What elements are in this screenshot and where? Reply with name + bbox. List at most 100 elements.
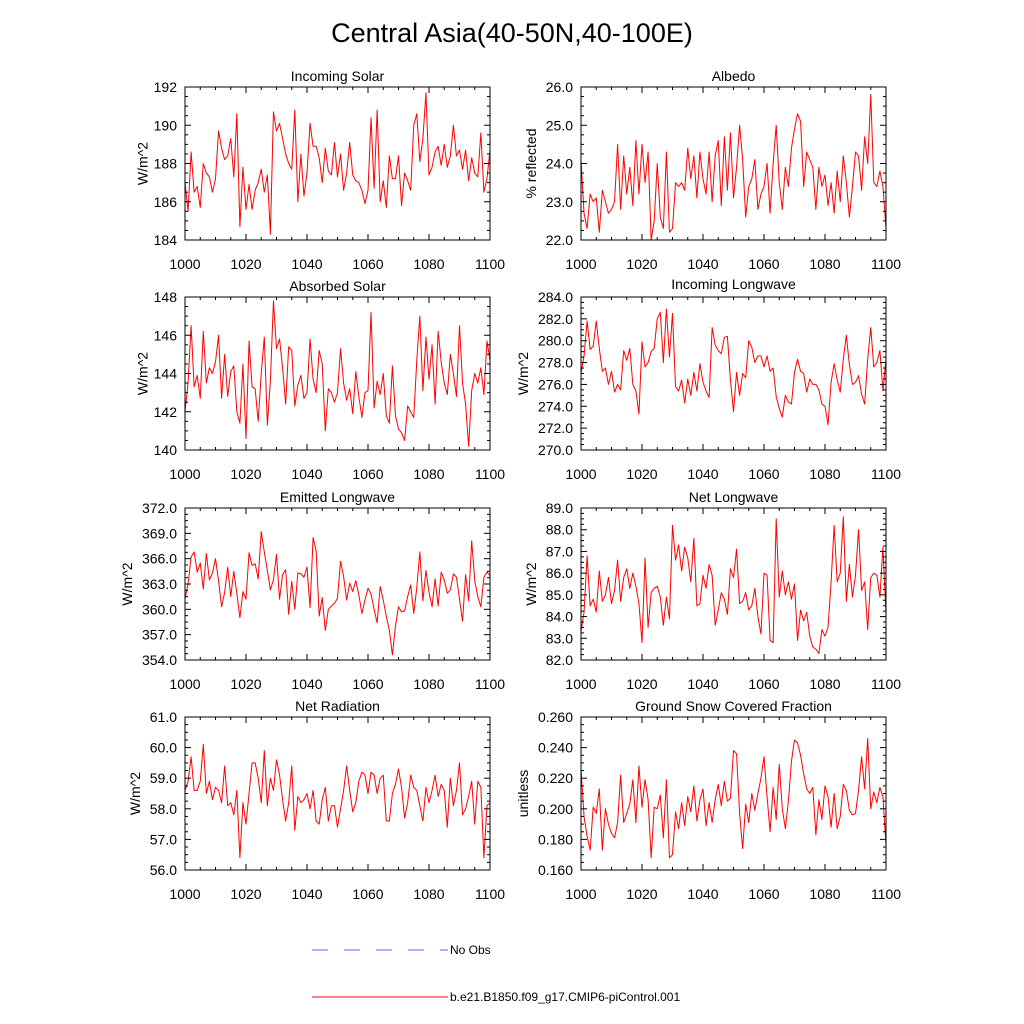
series-line-albedo: [580, 94, 887, 241]
x-tick-label: 1060: [748, 466, 779, 482]
x-tick-label: 1040: [291, 466, 322, 482]
y-tick-label: 0.260: [538, 709, 573, 725]
y-tick-label: 60.0: [150, 740, 177, 756]
plot-frame-incoming-longwave: [580, 296, 887, 451]
y-axis-label: W/m^2: [515, 352, 531, 395]
y-tick-label: 0.200: [538, 801, 573, 817]
figure-title: Central Asia(40-50N,40-100E): [331, 18, 693, 48]
panel-title-absorbed-solar: Absorbed Solar: [289, 278, 386, 294]
x-tick-label: 1080: [413, 256, 444, 272]
y-tick-label: 369.0: [142, 525, 177, 541]
y-tick-label: 144: [154, 366, 178, 382]
y-tick-label: 363.0: [142, 576, 177, 592]
plot-frame-incoming-solar: [184, 86, 491, 241]
x-tick-label: 1020: [230, 256, 261, 272]
x-tick-label: 1080: [413, 886, 444, 902]
legend: No Obs b.e21.B1850.f09_g17.CMIP6-piContr…: [312, 943, 680, 1004]
panel-title-ground-snow-covered-fraction: Ground Snow Covered Fraction: [635, 698, 832, 714]
y-tick-label: 22.0: [546, 232, 573, 248]
y-tick-label: 272.0: [538, 420, 573, 436]
panel-net-longwave: Net Longwave 1000 1020 1040 1060 1080 1100 82.0…: [523, 489, 901, 692]
x-tick-label: 1040: [687, 466, 718, 482]
legend-label-no-obs: No Obs: [450, 943, 491, 957]
x-tick-label: 1020: [626, 256, 657, 272]
panel-title-net-radiation: Net Radiation: [295, 698, 380, 714]
panel-title-incoming-longwave: Incoming Longwave: [671, 276, 796, 292]
x-tick-label: 1100: [871, 676, 901, 692]
y-tick-label: 0.160: [538, 862, 573, 878]
panel-title-emitted-longwave: Emitted Longwave: [280, 489, 395, 505]
y-tick-label: 282.0: [538, 311, 573, 327]
x-tick-label: 1080: [413, 466, 444, 482]
y-tick-label: 366.0: [142, 551, 177, 567]
y-tick-label: 188: [154, 156, 178, 172]
series-line-incoming-solar: [184, 92, 491, 235]
x-tick-label: 1040: [687, 886, 718, 902]
y-tick-label: 0.220: [538, 770, 573, 786]
plot-frame-emitted-longwave: [184, 507, 491, 661]
y-axis-label: unitless: [515, 770, 531, 817]
x-tick-label: 1000: [169, 466, 200, 482]
series-line-incoming-longwave: [580, 308, 887, 426]
x-tick-label: 1100: [871, 466, 901, 482]
x-tick-label: 1020: [626, 466, 657, 482]
x-tick-label: 1020: [626, 886, 657, 902]
y-tick-label: 284.0: [538, 289, 573, 305]
x-tick-label: 1100: [475, 676, 505, 692]
x-tick-label: 1040: [687, 676, 718, 692]
y-tick-label: 142: [154, 404, 178, 420]
y-tick-label: 61.0: [150, 709, 177, 725]
x-tick-label: 1100: [871, 256, 901, 272]
y-tick-label: 354.0: [142, 652, 177, 668]
y-tick-label: 58.0: [150, 801, 177, 817]
y-tick-label: 23.0: [546, 194, 573, 210]
x-tick-label: 1020: [626, 676, 657, 692]
plot-frame-albedo: [580, 86, 887, 241]
y-tick-label: 85.0: [546, 587, 573, 603]
x-tick-label: 1100: [475, 466, 505, 482]
y-tick-label: 192: [154, 79, 178, 95]
x-tick-label: 1080: [413, 676, 444, 692]
y-axis-label: % reflected: [523, 128, 539, 198]
y-tick-label: 140: [154, 442, 178, 458]
x-tick-label: 1000: [169, 256, 200, 272]
panel-emitted-longwave: Emitted Longwave 1000 1020 1040 1060 1080 1100…: [119, 489, 505, 692]
y-axis-label: W/m^2: [135, 142, 151, 185]
y-tick-label: 24.0: [546, 156, 573, 172]
series-line-absorbed-solar: [184, 300, 491, 447]
x-tick-label: 1100: [475, 886, 505, 902]
x-tick-label: 1080: [809, 256, 840, 272]
y-tick-label: 26.0: [546, 79, 573, 95]
y-tick-label: 184: [154, 232, 178, 248]
panel-title-incoming-solar: Incoming Solar: [291, 68, 385, 84]
y-axis-label: W/m^2: [127, 772, 143, 815]
panel-title-albedo: Albedo: [712, 68, 756, 84]
x-tick-label: 1080: [809, 676, 840, 692]
plot-frame-ground-snow-covered-fraction: [580, 716, 887, 871]
y-tick-label: 25.0: [546, 117, 573, 133]
x-tick-label: 1020: [230, 466, 261, 482]
y-tick-label: 274.0: [538, 398, 573, 414]
series-line-ground-snow-covered-fraction: [580, 737, 887, 859]
y-tick-label: 86.0: [546, 565, 573, 581]
y-tick-label: 82.0: [546, 652, 573, 668]
panels: Incoming Solar 1000 1020 1040 1060 1080 1100 18…: [119, 68, 901, 902]
x-tick-label: 1000: [565, 886, 596, 902]
y-tick-label: 190: [154, 117, 178, 133]
y-tick-label: 89.0: [546, 500, 573, 516]
x-tick-label: 1060: [748, 886, 779, 902]
y-axis-label: W/m^2: [135, 352, 151, 395]
x-tick-label: 1100: [871, 886, 901, 902]
y-tick-label: 186: [154, 194, 178, 210]
panel-incoming-solar: Incoming Solar 1000 1020 1040 1060 1080 1100 18…: [135, 68, 506, 272]
x-tick-label: 1020: [230, 886, 261, 902]
y-tick-label: 84.0: [546, 609, 573, 625]
y-axis-label: W/m^2: [523, 562, 539, 605]
y-tick-label: 357.0: [142, 627, 177, 643]
x-tick-label: 1080: [809, 466, 840, 482]
panel-net-radiation: Net Radiation 1000 1020 1040 1060 1080 1100 56.…: [127, 698, 505, 902]
y-tick-label: 280.0: [538, 333, 573, 349]
y-tick-label: 276.0: [538, 376, 573, 392]
panel-title-net-longwave: Net Longwave: [689, 489, 779, 505]
